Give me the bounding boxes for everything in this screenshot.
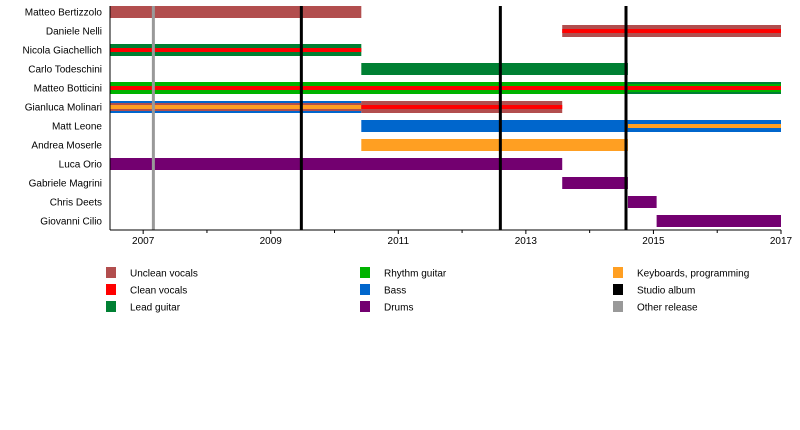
legend-swatch-keys [613,267,623,278]
legend-label-lead: Lead guitar [130,303,181,314]
bar-drums [110,158,563,170]
legend-swatch-clean [106,284,116,295]
legend-label-unclean: Unclean vocals [130,269,198,280]
x-tick-label: 2015 [642,236,665,247]
legend-swatch-lead [106,301,116,312]
legend-label-rhythm: Rhythm guitar [384,269,447,280]
legend-label-bass: Bass [384,286,406,297]
member-label: Chris Deets [50,198,102,209]
member-label: Carlo Todeschini [28,65,102,76]
legend-label-clean: Clean vocals [130,286,187,297]
legend-swatch-studio [613,284,623,295]
legend-swatch-bass [360,284,370,295]
legend-swatch-unclean [106,267,116,278]
legend-swatch-rhythm [360,267,370,278]
member-label: Daniele Nelli [46,27,102,38]
member-label: Gabriele Magrini [29,179,102,190]
x-tick-label: 2013 [515,236,538,247]
member-label: Matteo Bertizzolo [25,8,103,19]
bar-drums [627,196,657,208]
bar-clean [110,48,362,52]
bar-drums [562,177,628,189]
bar-clean [627,86,781,90]
member-label: Giovanni Cilio [40,217,102,228]
x-tick-label: 2017 [770,236,793,247]
member-label: Nicola Giachellich [23,46,102,57]
legend-label-drums: Drums [384,303,413,314]
bar-clean [562,29,781,33]
bar-keys [110,105,362,109]
bar-clean [361,105,563,109]
member-label: Gianluca Molinari [25,103,102,114]
legend-label-studio: Studio album [637,286,695,297]
bar-unclean [110,6,362,18]
member-label: Matteo Botticini [34,84,102,95]
member-label: Luca Orio [59,160,103,171]
bar-keys [627,124,781,128]
member-label: Matt Leone [52,122,102,133]
x-tick-label: 2011 [388,236,410,247]
x-tick-label: 2007 [132,236,155,247]
member-label: Andrea Moserle [31,141,102,152]
x-tick-label: 2009 [260,236,283,247]
legend-label-other: Other release [637,303,698,314]
bar-lead [361,63,628,75]
bar-clean [110,86,628,90]
legend-label-keys: Keyboards, programming [637,269,749,280]
bar-drums [656,215,781,227]
bar-keys [361,139,628,151]
legend-swatch-other [613,301,623,312]
legend-swatch-drums [360,301,370,312]
